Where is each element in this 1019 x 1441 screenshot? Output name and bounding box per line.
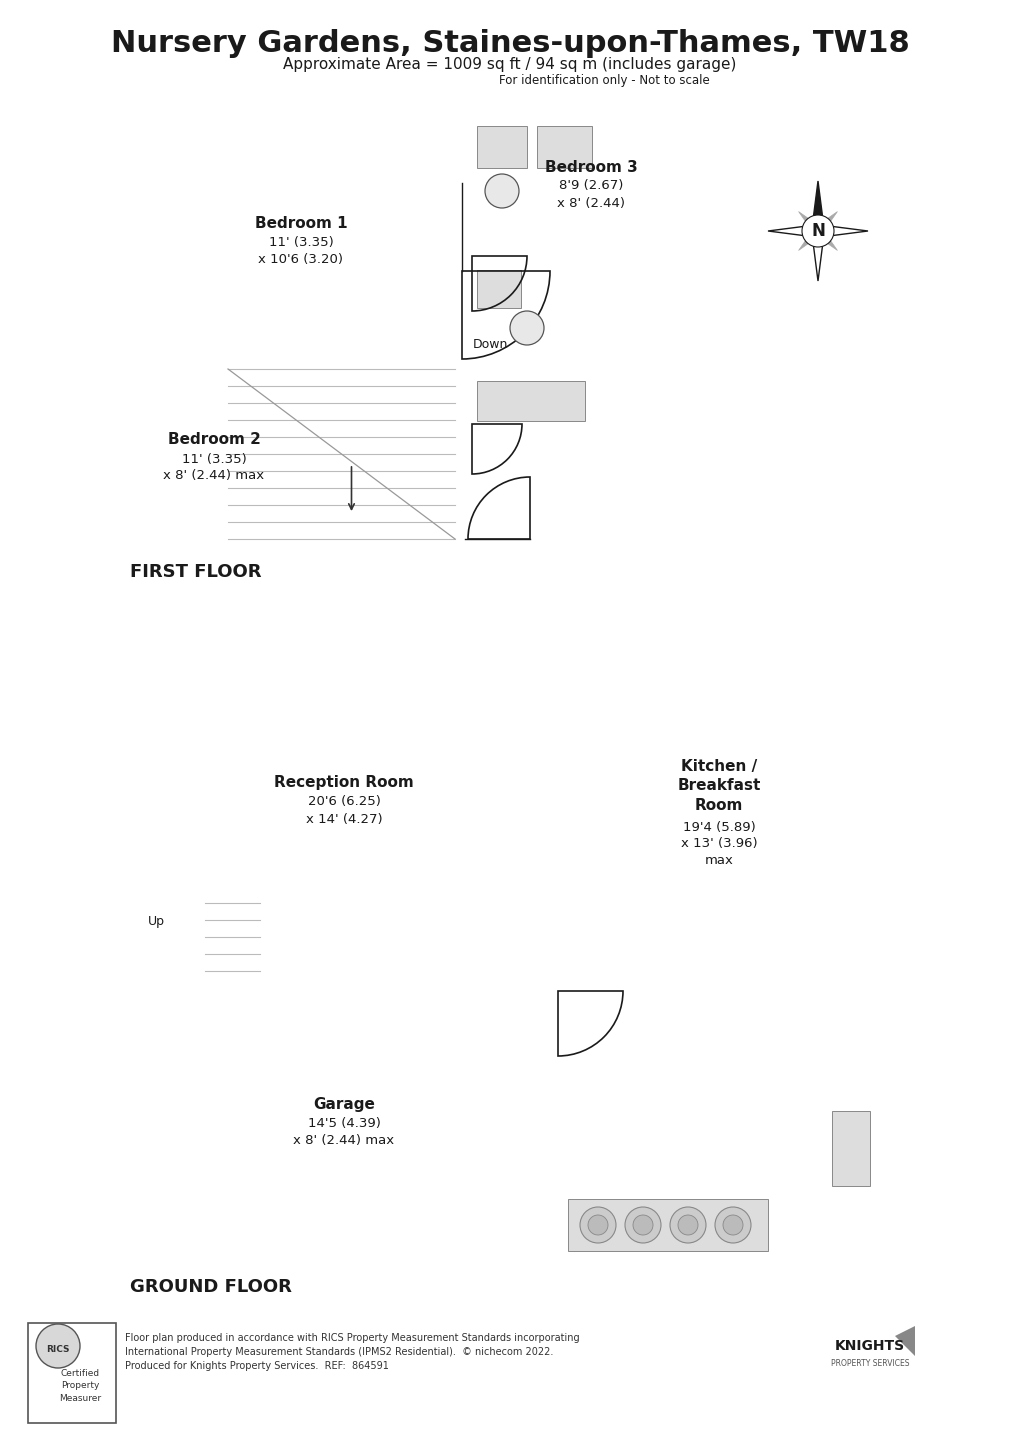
Bar <box>477 125 527 169</box>
Circle shape <box>722 1215 742 1235</box>
Bar <box>218 359 228 539</box>
Bar <box>228 359 454 369</box>
Circle shape <box>714 1208 750 1244</box>
Bar <box>832 1111 869 1186</box>
Text: x 8' (2.44) max: x 8' (2.44) max <box>163 470 264 483</box>
Text: Bedroom 3: Bedroom 3 <box>544 160 637 174</box>
Polygon shape <box>817 225 867 238</box>
Bar <box>330 1257 430 1267</box>
Text: GROUND FLOOR: GROUND FLOOR <box>129 1278 291 1295</box>
Text: Room: Room <box>694 797 743 813</box>
Text: x 14' (4.27): x 14' (4.27) <box>306 813 382 826</box>
Bar <box>589 256 599 369</box>
Text: FIRST FLOOR: FIRST FLOOR <box>129 563 261 581</box>
Text: 19'4 (5.89): 19'4 (5.89) <box>682 820 755 833</box>
Polygon shape <box>894 1326 914 1356</box>
Text: x 10'6 (3.20): x 10'6 (3.20) <box>258 254 343 267</box>
Bar <box>129 107 719 549</box>
Text: RICS: RICS <box>46 1346 69 1355</box>
Circle shape <box>510 311 543 344</box>
Text: Kitchen /: Kitchen / <box>681 759 756 774</box>
Bar <box>28 1323 116 1424</box>
Text: Floor plan produced in accordance with RICS Property Measurement Standards incor: Floor plan produced in accordance with R… <box>125 1333 579 1370</box>
Circle shape <box>587 1215 607 1235</box>
Text: max: max <box>704 855 733 867</box>
Bar <box>462 107 472 256</box>
Text: Approximate Area = 1009 sq ft / 94 sq m (includes garage): Approximate Area = 1009 sq ft / 94 sq m … <box>283 58 736 72</box>
Bar <box>547 791 557 911</box>
Circle shape <box>801 215 834 246</box>
Text: Garage: Garage <box>313 1097 375 1112</box>
Bar <box>547 612 557 981</box>
Circle shape <box>669 1208 705 1244</box>
Text: Nursery Gardens, Staines-upon-Thames, TW18: Nursery Gardens, Staines-upon-Thames, TW… <box>110 29 909 58</box>
Bar <box>477 380 585 421</box>
Bar <box>465 539 535 549</box>
Bar <box>454 359 465 539</box>
Text: For identification only - Not to scale: For identification only - Not to scale <box>498 73 709 86</box>
Bar <box>129 612 140 1267</box>
Bar <box>129 107 140 549</box>
Text: 11' (3.35): 11' (3.35) <box>181 452 247 465</box>
Bar <box>195 886 205 971</box>
Bar <box>536 125 591 169</box>
Bar <box>129 612 890 1267</box>
Bar <box>477 269 521 308</box>
Text: PROPERTY SERVICES: PROPERTY SERVICES <box>829 1359 908 1368</box>
Bar <box>557 1251 879 1267</box>
Bar <box>195 876 260 886</box>
Text: Reception Room: Reception Room <box>274 775 414 791</box>
Text: Certified
Property
Measurer: Certified Property Measurer <box>59 1369 101 1404</box>
Circle shape <box>580 1208 615 1244</box>
Text: 14'5 (4.39): 14'5 (4.39) <box>308 1117 380 1130</box>
Circle shape <box>633 1215 652 1235</box>
Bar <box>129 981 158 991</box>
Bar <box>557 1246 879 1257</box>
Polygon shape <box>811 182 823 231</box>
Bar <box>140 359 462 369</box>
Text: 11' (3.35): 11' (3.35) <box>268 236 333 249</box>
Bar <box>129 1257 890 1267</box>
Text: Breakfast: Breakfast <box>677 778 760 794</box>
Circle shape <box>484 174 519 208</box>
Polygon shape <box>767 225 817 238</box>
Text: x 8' (2.44) max: x 8' (2.44) max <box>293 1134 394 1147</box>
Bar <box>140 971 547 981</box>
Bar <box>260 876 270 971</box>
Text: x 13' (3.96): x 13' (3.96) <box>680 837 756 850</box>
Bar <box>879 612 890 1267</box>
Bar <box>568 1199 767 1251</box>
Polygon shape <box>814 212 837 235</box>
Polygon shape <box>814 228 837 251</box>
Text: Bedroom 1: Bedroom 1 <box>255 216 347 231</box>
Bar <box>129 107 719 115</box>
Bar <box>129 539 719 549</box>
Text: KNIGHTS: KNIGHTS <box>835 1339 904 1353</box>
Bar <box>709 107 719 549</box>
Bar <box>472 414 589 424</box>
Text: 8'9 (2.67): 8'9 (2.67) <box>558 180 623 193</box>
Text: N: N <box>810 222 824 241</box>
Text: x 8' (2.44): x 8' (2.44) <box>556 196 625 209</box>
Circle shape <box>678 1215 697 1235</box>
Polygon shape <box>811 231 823 281</box>
Circle shape <box>36 1324 79 1368</box>
Polygon shape <box>798 228 820 251</box>
Bar <box>472 246 709 256</box>
Text: Up: Up <box>148 915 165 928</box>
Text: 20'6 (6.25): 20'6 (6.25) <box>308 795 380 808</box>
Polygon shape <box>798 212 820 235</box>
Circle shape <box>625 1208 660 1244</box>
Text: Down: Down <box>473 339 507 352</box>
Bar <box>462 281 472 369</box>
Text: Bedroom 2: Bedroom 2 <box>167 432 260 448</box>
Bar <box>129 612 890 623</box>
